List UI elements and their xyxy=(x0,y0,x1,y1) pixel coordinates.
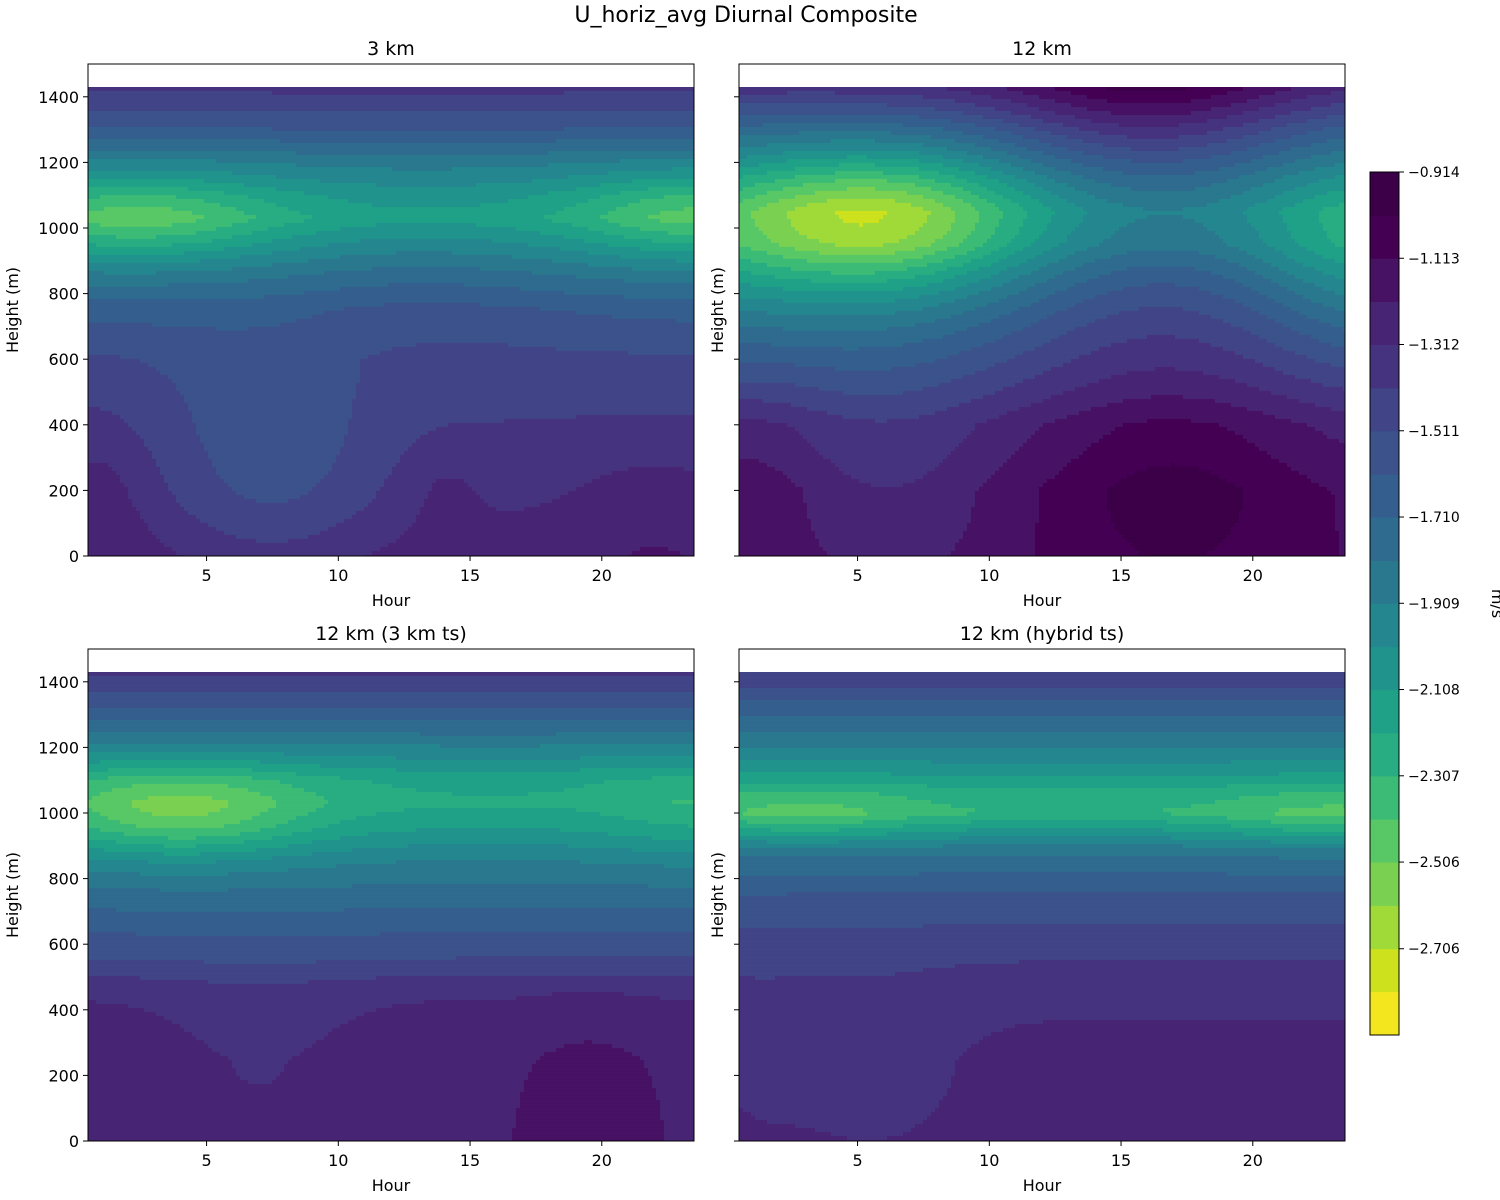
colorbar-band xyxy=(1370,474,1399,517)
panel-3km: 3 km 5 10 15 20 Hour 0 200 400 600 800 1000 1200 1400… xyxy=(3,38,697,610)
contour-field xyxy=(739,87,1348,560)
colorbar-tick-label: −1.909 xyxy=(1408,596,1460,612)
y-axis-label: Height (m) xyxy=(708,267,727,353)
colorbar-tick-label: −1.113 xyxy=(1408,251,1460,267)
y-tick-label: 0 xyxy=(69,1132,79,1151)
x-tick-label: 5 xyxy=(201,566,211,585)
colorbar-band xyxy=(1370,905,1399,949)
x-tick-label: 15 xyxy=(460,566,480,585)
figure-title: U_horiz_avg Diurnal Composite xyxy=(574,3,917,28)
x-tick-label: 15 xyxy=(1111,566,1131,585)
colorbar-band xyxy=(1370,388,1399,431)
x-tick-label: 5 xyxy=(852,1151,862,1170)
x-axis-label: Hour xyxy=(372,1176,411,1195)
panel-title: 3 km xyxy=(367,38,415,60)
colorbar-band xyxy=(1370,431,1399,475)
x-tick-label: 5 xyxy=(852,566,862,585)
y-tick-label: 1200 xyxy=(38,738,79,757)
colorbar-tick-label: −1.312 xyxy=(1408,338,1460,354)
x-axis-label: Hour xyxy=(372,591,411,610)
contour-field xyxy=(88,87,697,560)
x-tick-label: 20 xyxy=(592,1151,612,1170)
colorbar-tick-label: −0.914 xyxy=(1408,165,1460,181)
y-tick-label: 1200 xyxy=(38,153,79,172)
y-tick-label: 200 xyxy=(48,1066,79,1085)
panel-12km-3km-ts: 12 km (3 km ts) 5 10 15 20 Hour 0 200 400 600 800 1… xyxy=(3,623,697,1195)
colorbar-band xyxy=(1370,949,1399,992)
colorbar-band xyxy=(1370,819,1399,862)
colorbar-band xyxy=(1370,647,1399,690)
x-axis-label: Hour xyxy=(1023,591,1062,610)
colorbar-band xyxy=(1370,560,1399,603)
colorbar-tick-label: −2.506 xyxy=(1408,855,1460,871)
colorbar-tick-label: −2.108 xyxy=(1408,683,1460,699)
x-tick-label: 20 xyxy=(592,566,612,585)
colorbar-band xyxy=(1370,517,1399,561)
contour-field xyxy=(739,672,1348,1145)
x-axis-label: Hour xyxy=(1023,1176,1062,1195)
y-tick-label: 1000 xyxy=(38,804,79,823)
y-tick-label: 0 xyxy=(69,547,79,566)
x-tick-label: 10 xyxy=(328,1151,348,1170)
y-tick-label: 200 xyxy=(48,481,79,500)
colorbar-tick-label: −2.307 xyxy=(1408,769,1460,785)
colorbar-tick-label: −1.710 xyxy=(1408,510,1460,526)
x-tick-label: 5 xyxy=(201,1151,211,1170)
colorbar-band xyxy=(1370,862,1399,906)
colorbar-tick-label: −2.706 xyxy=(1408,942,1460,958)
x-tick-label: 15 xyxy=(460,1151,480,1170)
y-tick-label: 800 xyxy=(48,285,79,304)
panel-12km-hybrid-ts: 12 km (hybrid ts) 5 10 15 20 Hour Height (m) xyxy=(708,623,1348,1195)
panel-title: 12 km xyxy=(1012,38,1072,60)
colorbar-band xyxy=(1370,690,1399,734)
contour-field xyxy=(88,672,697,1145)
y-tick-label: 400 xyxy=(48,416,79,435)
x-tick-label: 15 xyxy=(1111,1151,1131,1170)
y-tick-label: 800 xyxy=(48,870,79,889)
y-tick-label: 600 xyxy=(48,935,79,954)
x-tick-label: 20 xyxy=(1243,566,1263,585)
y-axis-label: Height (m) xyxy=(3,267,22,353)
colorbar-band xyxy=(1370,776,1399,820)
colorbar-band xyxy=(1370,733,1399,776)
colorbar-label: m/s xyxy=(1488,589,1500,618)
colorbar-band xyxy=(1370,258,1399,302)
colorbar: −0.914 −1.113 −1.312 −1.511 −1.710 −1.909 −2.1… xyxy=(1370,165,1500,1036)
x-tick-label: 10 xyxy=(979,1151,999,1170)
x-tick-label: 10 xyxy=(979,566,999,585)
y-tick-label: 1400 xyxy=(38,673,79,692)
x-tick-label: 10 xyxy=(328,566,348,585)
colorbar-tick-label: −1.511 xyxy=(1408,424,1460,440)
colorbar-band xyxy=(1370,992,1399,1036)
colorbar-band xyxy=(1370,215,1399,258)
panel-12km: 12 km 5 10 15 20 Hour Height (m) xyxy=(708,38,1348,610)
y-tick-label: 1000 xyxy=(38,219,79,238)
panel-title: 12 km (3 km ts) xyxy=(315,623,467,645)
y-tick-label: 400 xyxy=(48,1001,79,1020)
colorbar-band xyxy=(1370,345,1399,389)
y-axis-label: Height (m) xyxy=(3,852,22,938)
panel-title: 12 km (hybrid ts) xyxy=(960,623,1124,645)
colorbar-band xyxy=(1370,172,1399,216)
colorbar-band xyxy=(1370,603,1399,647)
colorbar-band xyxy=(1370,302,1399,345)
y-tick-label: 1400 xyxy=(38,88,79,107)
y-axis-label: Height (m) xyxy=(708,852,727,938)
x-tick-label: 20 xyxy=(1243,1151,1263,1170)
y-tick-label: 600 xyxy=(48,350,79,369)
